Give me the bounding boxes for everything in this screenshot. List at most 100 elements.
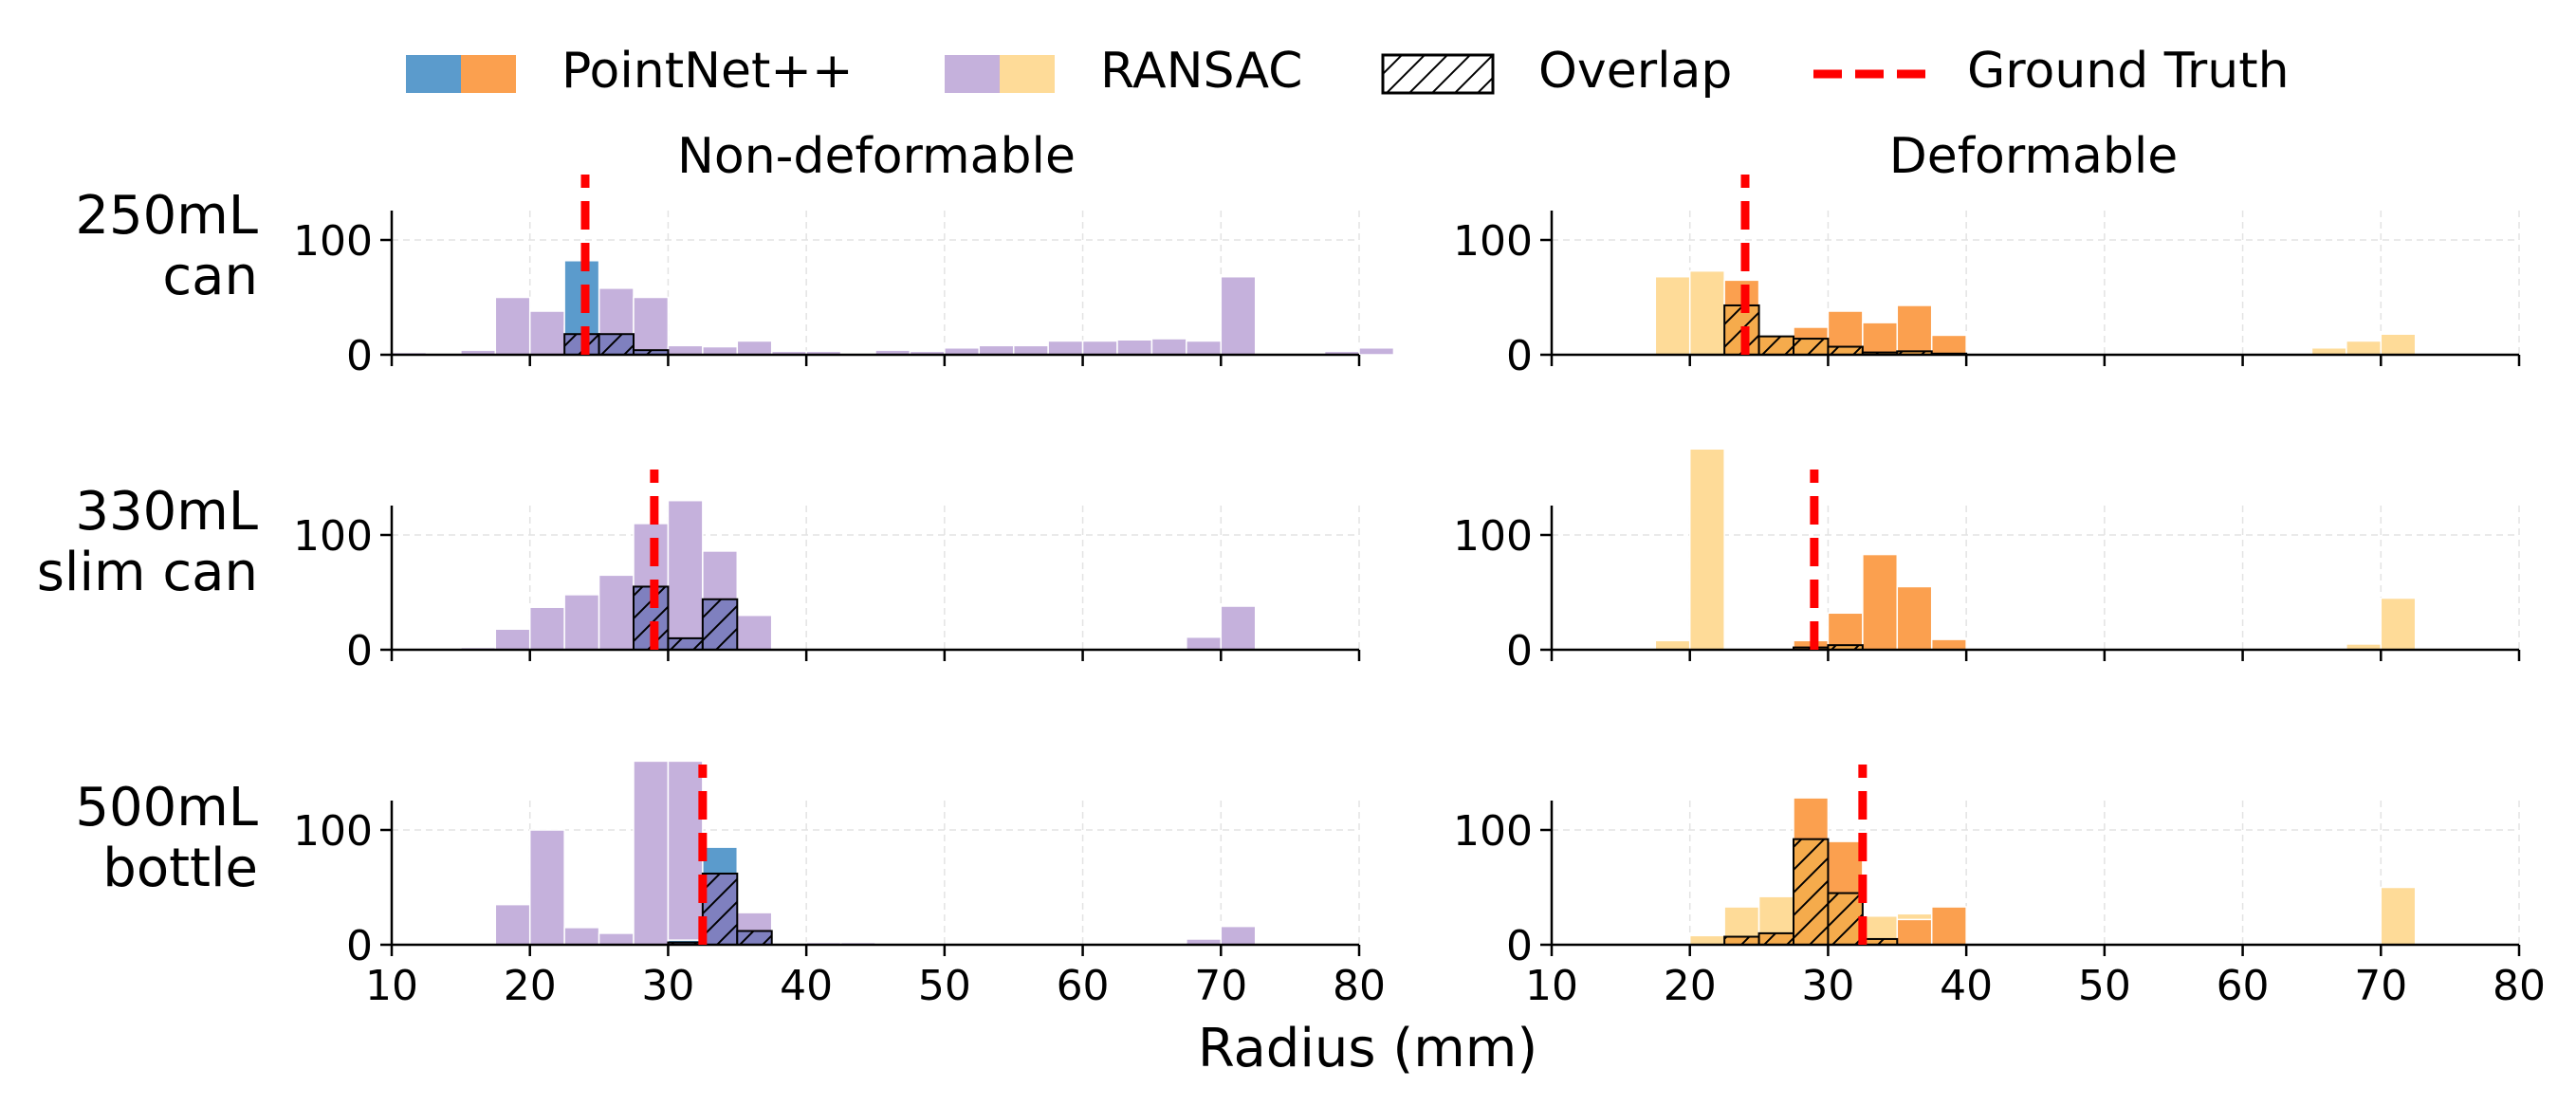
ransac-bar: [1220, 275, 1257, 356]
overlap-bar-hatch: [1827, 892, 1864, 946]
ransac-bar: [2380, 597, 2417, 651]
y-tick-label: 100: [1453, 512, 1533, 561]
legend-label-overlap: Overlap: [1538, 43, 1732, 100]
x-tick-label: 30: [1801, 962, 1854, 1010]
y-tick-label: 100: [293, 512, 373, 561]
overlap-bar-hatch: [701, 872, 739, 946]
x-tick-label: 20: [504, 962, 557, 1010]
y-tick-label: 0: [346, 922, 373, 970]
row-label-250ml-line1: 250mL: [75, 185, 258, 247]
overlap-bar-hatch: [1757, 335, 1794, 357]
ransac-bar: [1047, 340, 1084, 356]
panel-0-1: 0 100: [1453, 175, 2521, 380]
legend-label-ground-truth: Ground Truth: [1967, 43, 2290, 100]
ransac-bar: [1688, 269, 1725, 356]
ransac-bar: [633, 296, 670, 356]
pointnet-bar: [1896, 585, 1933, 651]
pointnet-bar: [1930, 638, 1967, 651]
x-tick-label: 70: [1194, 962, 1247, 1010]
x-tick-label: 20: [1664, 962, 1717, 1010]
pointnet-bar: [1896, 918, 1933, 946]
ransac-bar: [1150, 338, 1187, 356]
y-tick-label: 0: [1506, 332, 1533, 380]
ransac-bar: [1654, 639, 1691, 651]
x-tick-label: 70: [2354, 962, 2407, 1010]
ransac-bar: [1654, 275, 1691, 356]
ransac-bar: [1688, 934, 1725, 946]
overlap-bar-hatch: [1793, 838, 1830, 946]
panel-2-0: 10 20 30 40 50 60 70 80 0 100: [293, 760, 1386, 1010]
panel-0-0: 0 100: [293, 175, 1395, 380]
y-tick-label: 0: [346, 332, 373, 380]
pointnet-bar: [1862, 322, 1899, 356]
legend-swatch-pointnet-nondeformable: [406, 55, 461, 93]
ransac-bar: [598, 574, 635, 651]
ransac-bar: [1358, 346, 1395, 356]
pointnet-bar: [1930, 334, 1967, 356]
ransac-bar: [494, 628, 531, 651]
y-tick-label: 100: [293, 807, 373, 856]
x-tick-label: 60: [1057, 962, 1110, 1010]
x-tick-label: 40: [1940, 962, 1993, 1010]
ransac-bar: [1186, 636, 1223, 651]
ransac-bar: [598, 932, 635, 946]
ransac-bar: [1220, 925, 1257, 946]
overlap-bar-hatch: [667, 636, 704, 652]
ransac-bar: [2380, 333, 2417, 356]
x-tick-label: 30: [641, 962, 694, 1010]
x-tick-label: 40: [780, 962, 833, 1010]
column-title-nondeformable: Non-deformable: [677, 128, 1076, 185]
ransac-bar: [494, 903, 531, 946]
x-axis-label: Radius (mm): [1198, 1018, 1537, 1079]
ransac-bar: [528, 606, 565, 651]
ransac-bar: [667, 760, 704, 946]
ransac-bar: [1081, 340, 1118, 356]
y-tick-label: 100: [1453, 807, 1533, 856]
ransac-bar: [978, 344, 1015, 356]
overlap-bar-hatch: [598, 333, 635, 357]
legend: PointNet++ RANSAC Overlap Ground Truth: [406, 43, 2290, 100]
overlap-bar-hatch: [701, 598, 739, 652]
ransac-bar: [667, 344, 704, 356]
legend-swatch-pointnet-deformable: [461, 55, 516, 93]
ransac-bar: [563, 927, 600, 946]
row-label-500ml-line1: 500mL: [75, 777, 258, 839]
ransac-bar: [2380, 886, 2417, 946]
legend-swatch-ransac-nondeformable: [945, 55, 1000, 93]
ransac-bar: [1012, 344, 1049, 356]
legend-swatch-ransac-deformable: [1000, 55, 1055, 93]
row-label-250ml-line2: can: [162, 246, 258, 307]
ransac-bar: [1688, 448, 1725, 651]
x-tick-label: 50: [918, 962, 971, 1010]
panel-2-1: 10 20 30 40 50 60 70 80 0 100: [1453, 765, 2546, 1010]
x-tick-label: 80: [1333, 962, 1386, 1010]
pointnet-bar: [1862, 553, 1899, 651]
pointnet-bar: [1827, 612, 1864, 651]
ransac-bar: [736, 340, 773, 356]
overlap-bar-hatch: [1827, 345, 1864, 356]
x-tick-label: 60: [2217, 962, 2270, 1010]
ransac-bar: [667, 499, 704, 651]
ransac-bar: [2346, 340, 2383, 356]
ransac-bar: [736, 614, 773, 651]
panel-1-1: 0 100: [1453, 448, 2521, 675]
overlap-bar-hatch: [1793, 338, 1830, 356]
legend-label-pointnet: PointNet++: [561, 43, 854, 100]
x-tick-label: 10: [365, 962, 418, 1010]
ransac-bar: [1116, 339, 1153, 356]
row-label-330ml-line1: 330mL: [75, 481, 258, 543]
ransac-bar: [702, 345, 739, 356]
ransac-bar: [528, 310, 565, 356]
x-tick-label: 50: [2078, 962, 2131, 1010]
column-title-deformable: Deformable: [1889, 128, 2179, 185]
overlap-bar-hatch: [1723, 935, 1760, 947]
legend-label-ransac: RANSAC: [1100, 43, 1302, 100]
ransac-bar: [528, 829, 565, 946]
row-label-330ml-line2: slim can: [37, 542, 258, 603]
pointnet-bar: [1930, 906, 1967, 946]
panel-1-0: 0 100: [293, 470, 1361, 675]
y-tick-label: 0: [1506, 922, 1533, 970]
ransac-bar: [1220, 605, 1257, 651]
y-tick-label: 0: [346, 627, 373, 675]
